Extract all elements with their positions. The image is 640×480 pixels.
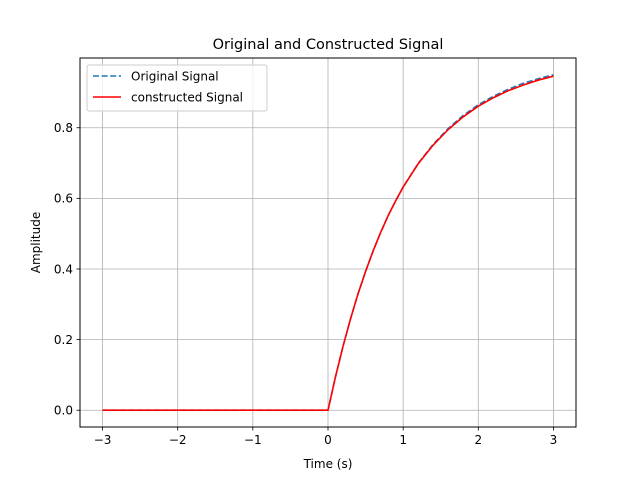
x-tick-label: 2 [474, 433, 482, 447]
y-tick-label: 0.8 [54, 121, 73, 135]
legend-label-original-signal: Original Signal [131, 70, 219, 84]
x-axis-label: Time (s) [303, 457, 353, 471]
x-tick-label: 3 [550, 433, 558, 447]
legend-box [86, 64, 268, 112]
x-tick-label: −1 [244, 433, 262, 447]
ticks: −3 −2 −1 0 1 2 3 0.0 0.2 0.4 0.6 0.8 [54, 121, 557, 447]
y-tick-label: 0.2 [54, 333, 73, 347]
chart-title: Original and Constructed Signal [213, 37, 444, 53]
x-tick-label: 0 [324, 433, 332, 447]
y-tick-label: 0.0 [54, 404, 73, 418]
y-axis-label: Amplitude [29, 212, 43, 274]
y-tick-label: 0.4 [54, 262, 73, 276]
y-tick-label: 0.6 [54, 192, 73, 206]
x-tick-label: −3 [94, 433, 112, 447]
x-tick-label: −2 [169, 433, 187, 447]
series-layer [102, 73, 554, 412]
legend-label-constructed-signal: constructed Signal [131, 91, 243, 105]
series-line-constructed-signal [102, 75, 554, 412]
x-tick-label: 1 [399, 433, 407, 447]
legend: Original Signal constructed Signal [86, 64, 268, 112]
